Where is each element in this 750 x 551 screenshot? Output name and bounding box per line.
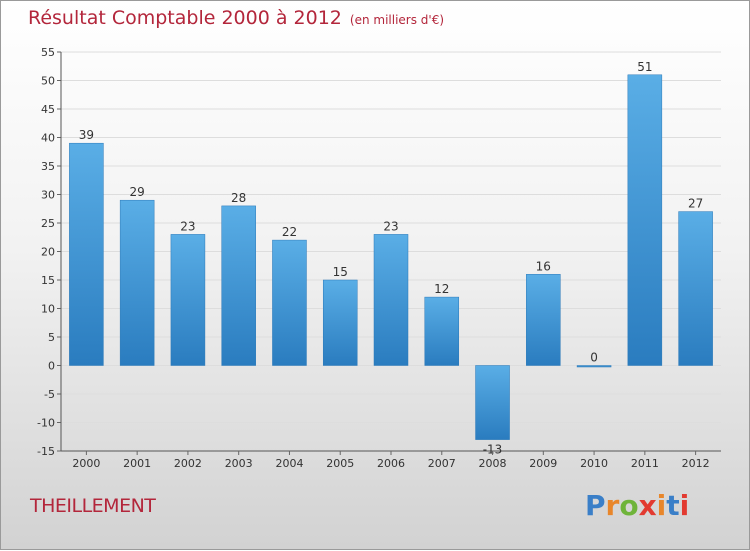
bar-value-label: 15 (333, 265, 348, 279)
x-tick-label: 2011 (631, 457, 659, 470)
bar (424, 296, 460, 366)
bar (627, 74, 663, 366)
chart-title: Résultat Comptable 2000 à 2012 (28, 7, 342, 29)
bar (475, 365, 510, 440)
x-tick-label: 2003 (225, 457, 253, 470)
x-tick-label: 2010 (580, 457, 608, 470)
y-tick-label: 40 (41, 132, 55, 145)
bar (576, 365, 612, 368)
bar-value-label: 29 (130, 185, 145, 199)
bar-value-label: 23 (180, 219, 195, 233)
logo-letter: i (656, 489, 667, 522)
logo-letter: r (605, 489, 620, 522)
x-tick-label: 2000 (72, 457, 100, 470)
bar-value-label: 39 (79, 128, 94, 142)
y-tick-label: 5 (48, 331, 55, 344)
bar-value-label: -13 (483, 443, 503, 457)
logo-letter: t (666, 489, 680, 522)
bar (322, 279, 358, 366)
bar (69, 142, 104, 366)
y-tick-label: 35 (41, 160, 55, 173)
x-tick-label: 2002 (174, 457, 202, 470)
commune-name: THEILLEMENT (30, 495, 156, 517)
y-tick-label: -5 (44, 388, 55, 401)
y-tick-label: 15 (41, 274, 55, 287)
bar (221, 205, 256, 366)
logo-letter: P (585, 489, 606, 522)
x-tick-label: 2001 (123, 457, 151, 470)
bar-value-label: 0 (590, 351, 598, 365)
bar-value-label: 22 (282, 225, 297, 239)
chart-unit: (en milliers d'€) (349, 13, 445, 27)
logo-letter: o (619, 489, 639, 522)
y-tick-label: -15 (37, 445, 55, 458)
x-tick-label: 2009 (529, 457, 557, 470)
y-tick-label: 20 (41, 246, 55, 259)
bar (119, 199, 155, 366)
y-tick-label: 50 (41, 75, 55, 88)
y-tick-label: -10 (37, 417, 55, 430)
y-tick-label: 0 (48, 360, 55, 373)
bar-value-label: 16 (536, 259, 551, 273)
y-tick-label: 55 (41, 46, 55, 59)
x-tick-label: 2005 (326, 457, 354, 470)
bar (526, 274, 561, 366)
bar (678, 211, 713, 366)
y-tick-label: 25 (41, 217, 55, 230)
y-tick-label: 30 (41, 189, 55, 202)
bar-value-label: 12 (434, 282, 449, 296)
bar-value-label: 23 (383, 219, 398, 233)
x-tick-label: 2004 (275, 457, 303, 470)
bar (170, 234, 206, 366)
y-tick-label: 45 (41, 103, 55, 116)
bar-value-label: 28 (231, 191, 246, 205)
bar (373, 234, 409, 366)
x-tick-label: 2008 (479, 457, 507, 470)
y-tick-label: 10 (41, 303, 55, 316)
bar (272, 239, 307, 366)
chart-title-block: Résultat Comptable 2000 à 2012 (en millie… (28, 7, 444, 29)
bar-value-label: 51 (637, 60, 652, 74)
x-tick-label: 2012 (682, 457, 710, 470)
x-tick-label: 2006 (377, 457, 405, 470)
logo-letter: x (638, 489, 657, 522)
x-tick-label: 2007 (428, 457, 456, 470)
logo-letter: i (679, 489, 690, 522)
bar-value-label: 27 (688, 197, 703, 211)
proxiti-logo: Proxiti (585, 489, 689, 522)
